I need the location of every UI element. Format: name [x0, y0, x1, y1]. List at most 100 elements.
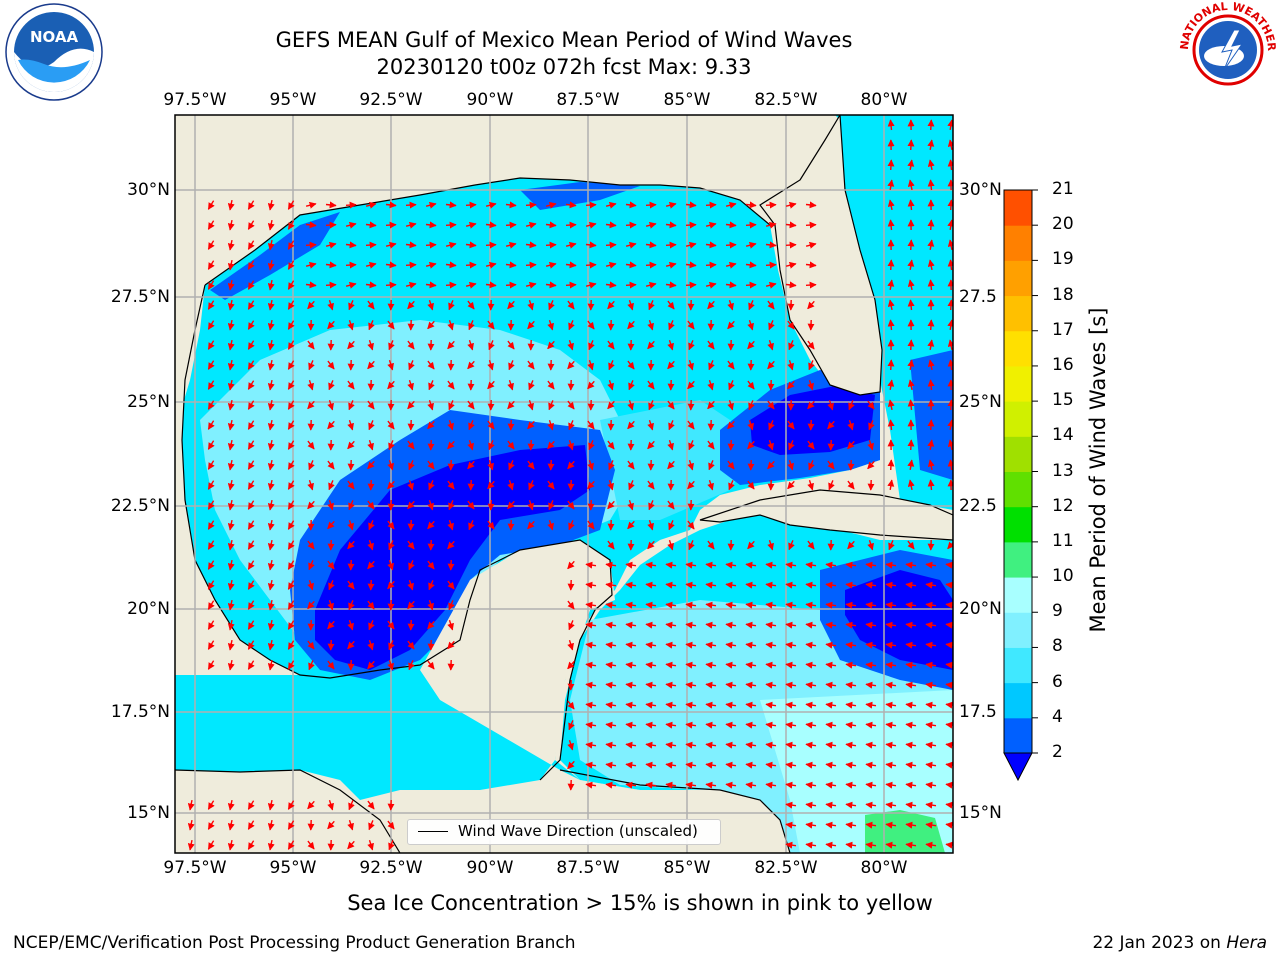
- wave-direction-arrow: [725, 561, 737, 569]
- colorbar-segment: [1004, 225, 1032, 261]
- wave-direction-arrow: [747, 419, 754, 431]
- wave-direction-arrow: [805, 841, 817, 849]
- wave-direction-arrow: [247, 340, 255, 350]
- wave-direction-arrow: [645, 601, 657, 609]
- wave-direction-arrow: [327, 520, 335, 530]
- wave-direction-arrow: [327, 499, 334, 511]
- wave-direction-arrow: [587, 359, 594, 371]
- wave-direction-arrow: [305, 241, 317, 249]
- wave-direction-arrow: [707, 440, 715, 450]
- wave-direction-arrow: [345, 261, 357, 269]
- wave-direction-arrow: [267, 599, 275, 611]
- wave-direction-arrow: [227, 559, 235, 571]
- wave-direction-arrow: [805, 621, 817, 629]
- wave-direction-arrow: [227, 219, 235, 231]
- wave-direction-arrow: [947, 259, 953, 271]
- wave-direction-arrow: [207, 660, 215, 670]
- colorbar-tick-label: 15: [1052, 390, 1074, 411]
- wave-direction-arrow: [367, 360, 375, 370]
- wave-direction-arrow: [227, 599, 235, 611]
- lat-label-left: 27.5°N: [110, 287, 170, 307]
- wave-direction-arrow: [387, 480, 395, 490]
- wave-direction-arrow: [785, 281, 797, 289]
- wave-direction-arrow: [308, 360, 315, 371]
- wave-direction-arrow: [705, 641, 717, 649]
- wave-direction-arrow: [465, 281, 477, 289]
- wave-direction-arrow: [605, 741, 617, 749]
- wave-direction-arrow: [448, 400, 455, 411]
- wave-direction-arrow: [267, 439, 275, 451]
- wave-direction-arrow: [367, 600, 375, 610]
- wave-direction-arrow: [605, 681, 617, 689]
- wave-direction-arrow: [645, 681, 657, 689]
- wave-direction-arrow: [707, 400, 715, 410]
- wave-direction-arrow: [625, 601, 637, 609]
- wave-direction-arrow: [925, 581, 937, 589]
- wave-direction-arrow: [267, 279, 275, 291]
- wave-direction-arrow: [347, 640, 355, 650]
- colorbar-tick-label: 12: [1052, 495, 1074, 516]
- wave-direction-arrow: [687, 480, 695, 490]
- wave-direction-arrow: [865, 621, 877, 629]
- wave-direction-arrow: [287, 360, 295, 370]
- wave-direction-arrow: [227, 319, 235, 331]
- wave-direction-arrow: [647, 540, 655, 550]
- wave-direction-arrow: [487, 320, 495, 330]
- wave-direction-arrow: [728, 380, 735, 391]
- wave-direction-arrow: [925, 641, 937, 649]
- wave-direction-arrow: [448, 300, 455, 311]
- wave-direction-arrow: [547, 380, 555, 390]
- wave-direction-arrow: [645, 761, 657, 769]
- lat-label-left: 15°N: [127, 803, 170, 823]
- wave-direction-arrow: [347, 580, 355, 590]
- colorbar-tick-label: 16: [1052, 354, 1074, 375]
- wave-direction-arrow: [465, 201, 477, 209]
- wave-direction-arrow: [745, 281, 757, 289]
- wave-direction-arrow: [605, 281, 617, 289]
- wave-direction-arrow: [845, 661, 857, 669]
- wave-direction-arrow: [567, 560, 575, 570]
- wave-direction-arrow: [945, 561, 953, 569]
- wave-direction-arrow: [407, 540, 415, 550]
- wave-direction-arrow: [767, 360, 775, 370]
- wave-direction-arrow: [227, 619, 235, 631]
- wave-direction-arrow: [445, 281, 457, 289]
- wave-direction-arrow: [745, 221, 757, 229]
- wave-direction-arrow: [945, 761, 953, 769]
- wave-direction-arrow: [907, 439, 915, 451]
- wave-direction-arrow: [828, 480, 835, 491]
- wave-direction-arrow: [947, 139, 953, 151]
- wave-direction-arrow: [327, 399, 334, 411]
- wave-direction-arrow: [925, 801, 937, 809]
- wave-direction-arrow: [527, 360, 535, 370]
- wave-direction-arrow: [287, 620, 295, 630]
- wave-direction-arrow: [448, 600, 455, 611]
- wave-direction-arrow: [625, 701, 637, 709]
- wave-direction-arrow: [927, 439, 935, 451]
- wave-direction-arrow: [665, 221, 677, 229]
- wave-direction-arrow: [307, 500, 315, 510]
- wave-direction-arrow: [765, 201, 777, 209]
- wave-direction-arrow: [905, 821, 917, 829]
- wave-direction-arrow: [347, 519, 354, 531]
- wave-direction-arrow: [287, 260, 295, 270]
- wave-direction-arrow: [547, 319, 554, 331]
- wave-direction-arrow: [428, 480, 435, 491]
- wave-direction-arrow: [705, 281, 717, 289]
- wave-direction-arrow: [685, 661, 697, 669]
- wave-direction-arrow: [388, 640, 395, 651]
- wave-direction-arrow: [645, 201, 657, 209]
- lon-label-bottom: 95°W: [269, 858, 317, 878]
- wave-direction-arrow: [927, 279, 935, 291]
- wave-direction-arrow: [227, 339, 235, 351]
- wave-direction-arrow: [445, 261, 457, 269]
- wave-direction-arrow: [927, 239, 935, 251]
- wave-direction-arrow: [607, 379, 614, 391]
- wave-direction-arrow: [585, 221, 597, 229]
- wave-direction-arrow: [705, 261, 717, 269]
- wave-direction-arrow: [725, 261, 737, 269]
- chart-subtitle: 20230120 t00z 072h fcst Max: 9.33: [376, 55, 752, 79]
- wave-direction-arrow: [327, 620, 335, 630]
- wave-direction-arrow: [267, 479, 275, 491]
- wave-direction-arrow: [605, 201, 617, 209]
